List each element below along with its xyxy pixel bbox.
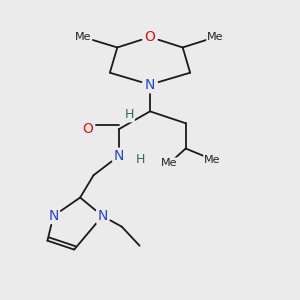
Text: N: N bbox=[97, 209, 108, 223]
Text: N: N bbox=[48, 209, 59, 223]
Text: O: O bbox=[82, 122, 93, 136]
Text: Me: Me bbox=[207, 32, 224, 42]
Text: O: O bbox=[145, 30, 155, 44]
Text: H: H bbox=[124, 108, 134, 122]
Text: Me: Me bbox=[75, 32, 92, 42]
Text: N: N bbox=[145, 78, 155, 92]
Text: N: N bbox=[114, 149, 124, 163]
Text: Me: Me bbox=[161, 158, 178, 168]
Text: Me: Me bbox=[204, 154, 221, 164]
Text: H: H bbox=[136, 153, 145, 166]
